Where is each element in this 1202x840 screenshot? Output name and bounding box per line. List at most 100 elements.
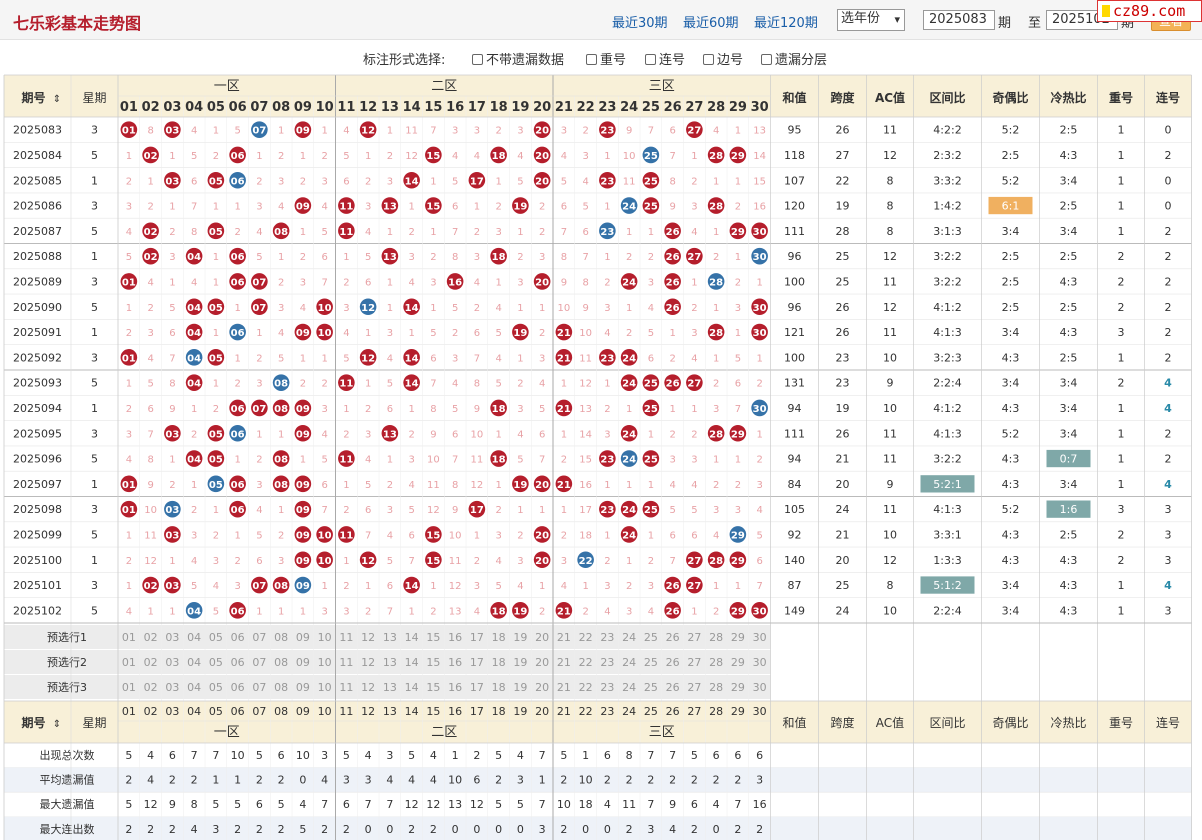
miss-value: 4 <box>561 151 567 162</box>
number-footer-header: 30 <box>753 705 767 718</box>
option-no-miss[interactable]: 不带遗漏数据 <box>472 49 564 68</box>
stat-cell-con: 2 <box>1165 250 1172 263</box>
ball-number: 26 <box>666 581 680 592</box>
ball-number: 20 <box>535 556 549 567</box>
miss-value: 2 <box>256 176 262 187</box>
ball-number: 25 <box>644 404 658 415</box>
ball-number: 05 <box>209 176 223 187</box>
number-column-header: 18 <box>490 100 508 115</box>
recent-120-link[interactable]: 最近120期 <box>754 16 818 31</box>
miss-value: 1 <box>735 176 741 187</box>
miss-value: 3 <box>669 455 675 466</box>
stats-value: 4 <box>321 774 328 787</box>
ball-number: 18 <box>492 404 506 415</box>
stats-value: 10 <box>231 749 245 762</box>
miss-value: 1 <box>169 151 175 162</box>
miss-value: 4 <box>387 530 393 541</box>
miss-value: 6 <box>321 480 327 491</box>
stat-cell-rep: 1 <box>1118 427 1125 440</box>
miss-value: 1 <box>278 505 284 516</box>
number-column-header: 28 <box>707 100 725 115</box>
stat-cell-oe: 5:2 <box>1002 124 1020 137</box>
pick-number: 07 <box>252 631 266 644</box>
weekday-cell: 5 <box>91 225 98 238</box>
ball-number: 05 <box>209 227 223 238</box>
number-footer-header: 23 <box>600 705 614 718</box>
miss-value: 3 <box>561 126 567 137</box>
special-ball <box>229 424 246 442</box>
number-column-header: 05 <box>207 100 225 115</box>
stat-cell-sum: 149 <box>784 604 805 617</box>
option-repeat[interactable]: 重号 <box>586 49 626 68</box>
miss-value: 1 <box>191 480 197 491</box>
pick-number: 26 <box>666 631 680 644</box>
ball-number: 04 <box>187 303 201 314</box>
ball-number: 04 <box>187 328 201 339</box>
miss-value: 1 <box>713 581 719 592</box>
stats-value: 0 <box>386 823 393 836</box>
stat-cell-span: 28 <box>836 225 850 238</box>
recent-30-link[interactable]: 最近30期 <box>612 16 668 31</box>
option-edge[interactable]: 边号 <box>703 49 743 68</box>
stat-cell-oe: 4:3 <box>1002 554 1020 567</box>
miss-value: 6 <box>147 404 153 415</box>
ball-number: 09 <box>296 202 310 213</box>
stat-cell-con: 3 <box>1165 528 1172 541</box>
miss-value: 1 <box>234 202 240 213</box>
drawn-ball <box>294 500 312 518</box>
stat-cell-con: 3 <box>1165 554 1172 567</box>
miss-value: 1 <box>713 455 719 466</box>
option-miss-layer[interactable]: 遗漏分层 <box>761 49 827 68</box>
checkbox-icon[interactable] <box>703 54 714 65</box>
miss-value: 2 <box>191 429 197 440</box>
ball-number: 13 <box>383 252 397 263</box>
checkbox-icon[interactable] <box>586 54 597 65</box>
recent-60-link[interactable]: 最近60期 <box>683 16 739 31</box>
number-footer-header: 25 <box>644 705 658 718</box>
year-select[interactable]: 选年份 ▾ <box>837 9 905 31</box>
from-issue-input[interactable]: 2025083 <box>923 10 995 30</box>
miss-value: 5 <box>495 328 501 339</box>
drawn-ball <box>729 424 747 442</box>
stats-value: 5 <box>495 749 502 762</box>
pick-number: 14 <box>405 681 419 694</box>
ball-number: 09 <box>296 556 310 567</box>
zhi-label: 至 <box>1028 16 1042 31</box>
drawn-ball <box>229 399 246 417</box>
stats-value: 6 <box>734 749 741 762</box>
checkbox-icon[interactable] <box>472 54 483 65</box>
miss-value: 11 <box>471 455 484 466</box>
drawn-ball <box>599 121 616 138</box>
miss-value: 6 <box>452 202 458 213</box>
miss-value: 2 <box>756 379 762 390</box>
stat-cell-ac: 8 <box>887 174 894 187</box>
ball-number: 23 <box>600 455 614 466</box>
checkbox-icon[interactable] <box>761 54 772 65</box>
miss-value: 4 <box>147 277 153 288</box>
number-footer-header: 04 <box>187 705 201 718</box>
option-consecutive[interactable]: 连号 <box>645 49 685 68</box>
issue-cell: 2025088 <box>13 250 62 263</box>
miss-value: 5 <box>169 303 175 314</box>
drawn-ball <box>294 323 312 341</box>
miss-value: 1 <box>495 176 501 187</box>
drawn-ball <box>294 197 312 214</box>
miss-value: 2 <box>321 379 327 390</box>
stat-cell-con: 2 <box>1165 225 1172 238</box>
miss-value: 1 <box>713 353 719 364</box>
stats-value: 9 <box>669 798 676 811</box>
ball-number: 27 <box>687 379 701 390</box>
pick-number: 11 <box>339 656 353 669</box>
checkbox-icon[interactable] <box>645 54 656 65</box>
miss-value: 3 <box>582 151 588 162</box>
miss-value: 5 <box>495 581 501 592</box>
miss-value: 6 <box>387 581 393 592</box>
miss-value: 12 <box>579 379 592 390</box>
miss-value: 2 <box>365 404 371 415</box>
miss-value: 11 <box>579 353 592 364</box>
miss-value: 3 <box>256 480 262 491</box>
pick-number: 27 <box>687 681 701 694</box>
number-footer-header: 03 <box>165 705 179 718</box>
miss-value: 6 <box>648 353 654 364</box>
ball-number: 06 <box>231 176 245 187</box>
